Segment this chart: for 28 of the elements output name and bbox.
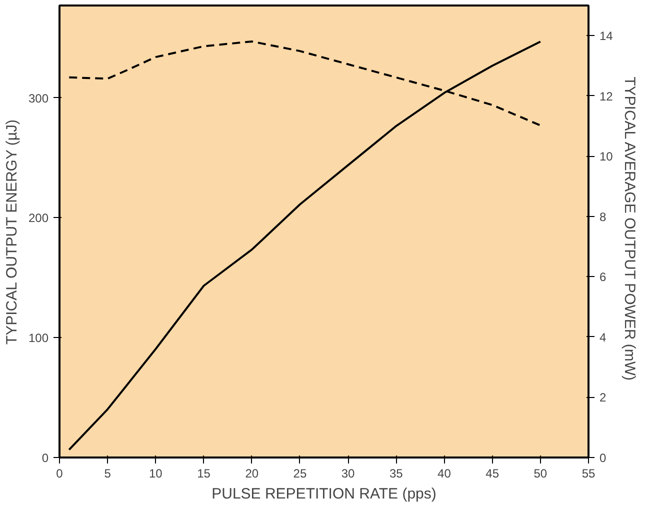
y-axis-title: TYPICAL OUTPUT ENERGY (µJ) bbox=[3, 120, 20, 345]
line-series bbox=[68, 40, 542, 451]
x-tick-label: 30 bbox=[341, 466, 356, 480]
y2-tick-label: 0 bbox=[600, 451, 606, 465]
y-tick-label: 200 bbox=[28, 211, 49, 226]
y2-tick-label: 10 bbox=[600, 150, 614, 164]
x-tick-label: 25 bbox=[293, 466, 307, 480]
x-axis-title: PULSE REPETITION RATE (pps) bbox=[212, 486, 436, 502]
y2-tick-label: 2 bbox=[600, 390, 606, 405]
x-tick-label: 55 bbox=[582, 466, 596, 480]
y-tick-label: 100 bbox=[28, 331, 49, 346]
y-tick-label: 300 bbox=[28, 91, 49, 106]
y2-tick-label: 14 bbox=[600, 29, 614, 44]
y2-tick-label: 6 bbox=[600, 270, 606, 284]
x-tick-label: 10 bbox=[149, 466, 163, 480]
x-tick-label: 45 bbox=[486, 466, 500, 480]
x-tick-label: 35 bbox=[389, 466, 404, 480]
x-tick-label: 50 bbox=[534, 466, 548, 480]
y2-tick-label: 12 bbox=[600, 89, 614, 104]
y2-tick-label: 4 bbox=[600, 330, 606, 344]
y2-tick-label: 8 bbox=[600, 210, 606, 224]
x-tick-label: 20 bbox=[245, 466, 259, 480]
y2-axis-title: TYPICAL AVERAGE OUTPUT POWER (mW) bbox=[620, 76, 638, 381]
x-tick-label: 40 bbox=[438, 466, 452, 480]
x-tick-label: 15 bbox=[197, 466, 211, 480]
y-tick-label: 0 bbox=[42, 451, 49, 465]
x-tick-label: 5 bbox=[104, 466, 112, 480]
x-tick-label: 0 bbox=[56, 466, 64, 480]
